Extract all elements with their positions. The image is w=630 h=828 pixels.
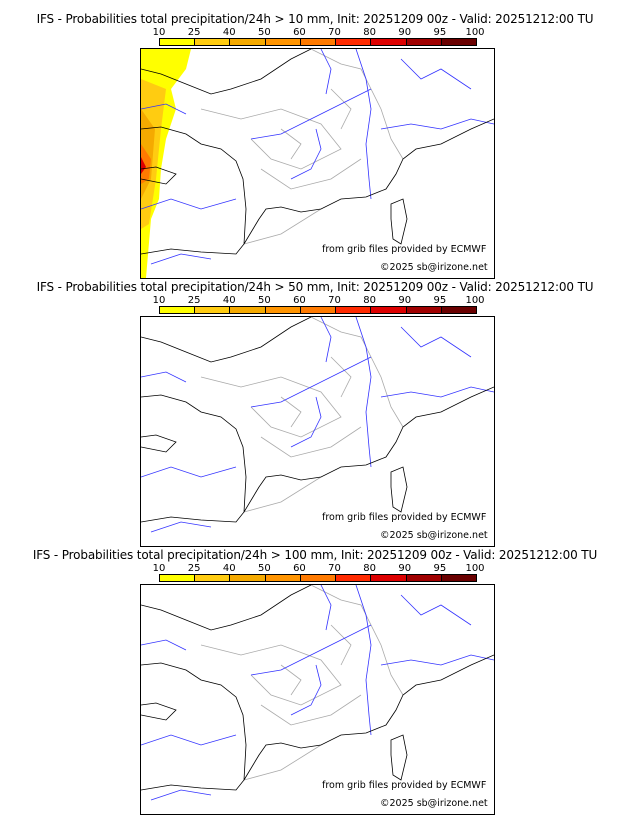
precip-probability-area — [141, 157, 146, 174]
rivers — [141, 49, 494, 265]
panel-title: IFS - Probabilities total precipitation/… — [36, 12, 594, 26]
colorbar-tick-label: 25 — [187, 563, 201, 574]
colorbar-segment — [300, 39, 337, 45]
copyright-credit: ©2025 sb@irizone.net — [380, 530, 488, 541]
colorbar-tick-label: 100 — [465, 563, 485, 574]
colorbar-tick-label: 95 — [433, 295, 447, 306]
france-map: from grib files provided by ECMWF ©2025 … — [140, 584, 495, 815]
colorbar-segment — [300, 307, 337, 313]
colorbar-tick-label: 70 — [328, 563, 341, 574]
map-svg — [141, 585, 494, 801]
colorbar-segment — [336, 575, 372, 581]
source-credit: from grib files provided by ECMWF — [322, 512, 487, 523]
colorbar-segment — [441, 307, 476, 313]
precip-probability-area — [141, 79, 166, 229]
coastline — [141, 49, 494, 255]
colorbar-tick-label: 60 — [293, 563, 306, 574]
admin-borders — [200, 317, 404, 513]
colorbar-segment — [195, 575, 231, 581]
colorbar-tick-label: 10 — [152, 295, 166, 306]
france-map: from grib files provided by ECMWF ©2025 … — [140, 48, 495, 279]
colorbar-segment — [230, 307, 266, 313]
source-credit: from grib files provided by ECMWF — [322, 244, 487, 255]
panel-title: IFS - Probabilities total precipitation/… — [36, 280, 594, 294]
colorbar-segment — [441, 575, 476, 581]
copyright-credit: ©2025 sb@irizone.net — [380, 798, 488, 809]
france-map: from grib files provided by ECMWF ©2025 … — [140, 316, 495, 547]
map-svg — [141, 317, 494, 533]
precip-probability-area — [141, 144, 151, 184]
colorbar — [159, 306, 477, 314]
colorbar-tick-label: 95 — [433, 27, 447, 38]
map-panel: IFS - Probabilities total precipitation/… — [0, 280, 630, 548]
colorbar-segment — [371, 307, 407, 313]
colorbar-tick-label: 90 — [398, 295, 412, 306]
rivers — [141, 585, 494, 801]
colorbar-tick-label: 80 — [363, 295, 377, 306]
colorbar-segment — [300, 575, 337, 581]
coastline — [141, 317, 494, 523]
colorbar-segment — [265, 575, 301, 581]
colorbar-tick-label: 50 — [257, 27, 271, 38]
colorbar-tick-label: 40 — [222, 27, 236, 38]
colorbar-tick-label: 25 — [187, 27, 201, 38]
colorbar-segment — [336, 39, 372, 45]
colorbar-tick-label: 80 — [363, 563, 377, 574]
map-panel: IFS - Probabilities total precipitation/… — [0, 548, 630, 816]
colorbar-segment — [160, 575, 196, 581]
colorbar — [159, 38, 477, 46]
colorbar-segment — [230, 39, 266, 45]
colorbar-tick-label: 60 — [293, 27, 306, 38]
panel-title: IFS - Probabilities total precipitation/… — [32, 548, 598, 562]
admin-borders — [200, 585, 404, 781]
source-credit: from grib files provided by ECMWF — [322, 780, 487, 791]
colorbar-segment — [441, 39, 476, 45]
colorbar-tick-label: 95 — [433, 563, 447, 574]
colorbar-segment — [406, 575, 442, 581]
colorbar-segment — [195, 39, 231, 45]
colorbar-tick-label: 40 — [222, 295, 236, 306]
colorbar-tick-label: 60 — [293, 295, 306, 306]
admin-borders — [200, 49, 404, 245]
colorbar-segment — [160, 39, 196, 45]
colorbar — [159, 574, 477, 582]
rivers — [141, 317, 494, 533]
colorbar-segment — [230, 575, 266, 581]
colorbar-tick-label: 40 — [222, 563, 236, 574]
colorbar-tick-label: 100 — [465, 295, 485, 306]
colorbar-segment — [371, 575, 407, 581]
colorbar-tick-label: 70 — [328, 295, 341, 306]
colorbar-segment — [406, 39, 442, 45]
colorbar-tick-label: 10 — [152, 563, 166, 574]
colorbar-segment — [195, 307, 231, 313]
colorbar-segment — [265, 39, 301, 45]
map-svg — [141, 49, 494, 278]
colorbar-tick-label: 70 — [328, 27, 341, 38]
colorbar-segment — [336, 307, 372, 313]
colorbar-tick-label: 80 — [363, 27, 377, 38]
colorbar-tick-label: 50 — [257, 563, 271, 574]
copyright-credit: ©2025 sb@irizone.net — [380, 262, 488, 273]
colorbar-tick-label: 90 — [398, 27, 412, 38]
colorbar-tick-label: 25 — [187, 295, 201, 306]
colorbar-segment — [265, 307, 301, 313]
colorbar-tick-label: 90 — [398, 563, 412, 574]
colorbar-segment — [406, 307, 442, 313]
colorbar-tick-label: 50 — [257, 295, 271, 306]
map-panel: IFS - Probabilities total precipitation/… — [0, 12, 630, 280]
colorbar-tick-label: 100 — [465, 27, 485, 38]
coastline — [141, 585, 494, 791]
colorbar-tick-label: 10 — [152, 27, 166, 38]
colorbar-segment — [160, 307, 196, 313]
colorbar-segment — [371, 39, 407, 45]
